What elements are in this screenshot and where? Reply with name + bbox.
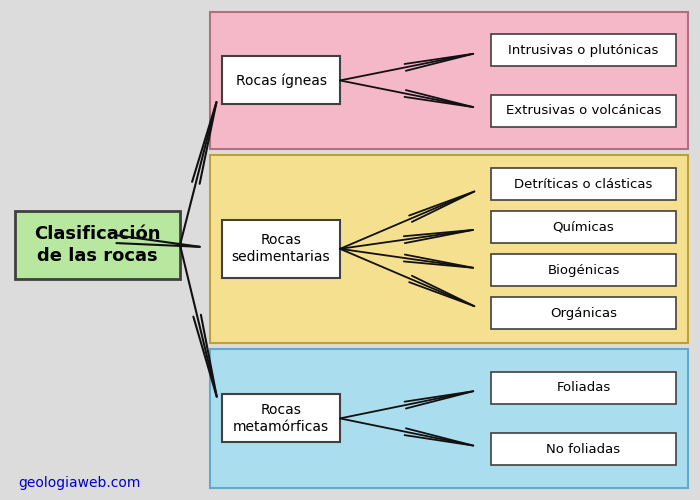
Text: Químicas: Químicas	[552, 221, 615, 234]
Bar	[491, 254, 676, 286]
Bar	[222, 394, 340, 442]
Bar	[15, 211, 180, 279]
Bar	[210, 155, 688, 343]
Bar	[491, 433, 676, 465]
Text: No foliadas: No foliadas	[547, 442, 621, 456]
Bar	[491, 212, 676, 244]
Text: Rocas
sedimentarias: Rocas sedimentarias	[232, 233, 330, 264]
Text: Extrusivas o volcánicas: Extrusivas o volcánicas	[506, 104, 662, 117]
Text: Biogénicas: Biogénicas	[547, 264, 620, 277]
Text: Foliadas: Foliadas	[556, 381, 610, 394]
Text: geologiaweb.com: geologiaweb.com	[18, 476, 141, 490]
Text: Intrusivas o plutónicas: Intrusivas o plutónicas	[508, 44, 659, 57]
Bar	[222, 220, 340, 278]
Bar	[491, 168, 676, 200]
Bar	[210, 349, 688, 488]
Text: Detríticas o clásticas: Detríticas o clásticas	[514, 178, 652, 191]
Bar	[491, 94, 676, 126]
Text: Clasificación
de las rocas: Clasificación de las rocas	[34, 225, 161, 265]
Text: Rocas
metamórficas: Rocas metamórficas	[233, 403, 329, 434]
Text: Rocas ígneas: Rocas ígneas	[235, 73, 326, 88]
Text: Orgánicas: Orgánicas	[550, 307, 617, 320]
Bar	[210, 12, 688, 149]
Bar	[491, 34, 676, 66]
Bar	[222, 56, 340, 104]
Bar	[491, 372, 676, 404]
Bar	[491, 298, 676, 330]
